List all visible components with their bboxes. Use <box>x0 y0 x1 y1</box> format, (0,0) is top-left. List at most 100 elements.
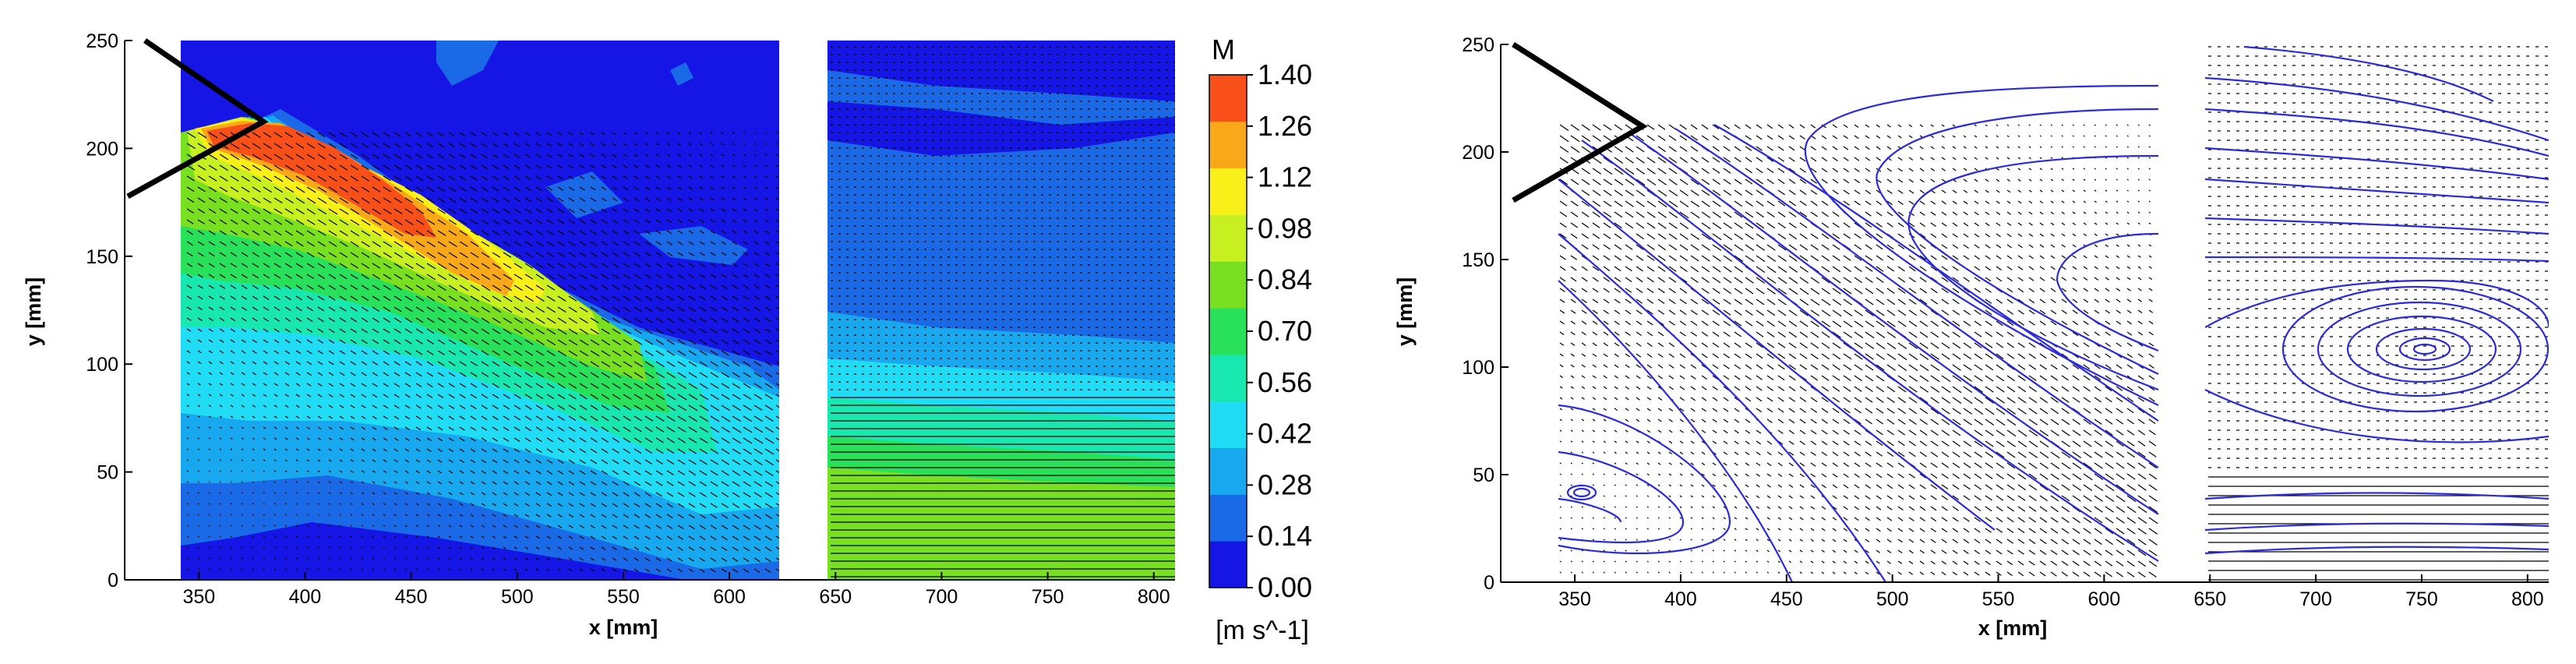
vortex-core <box>1572 487 1591 498</box>
colorbar-band <box>1209 401 1247 449</box>
streamline <box>1558 450 1685 544</box>
colorbar-tick-label: 0.00 <box>1258 571 1312 603</box>
streamline <box>2205 256 2549 263</box>
streamline <box>2205 178 2549 204</box>
y-tick-label: 50 <box>97 462 118 484</box>
colorbar-unit: [m s^-1] <box>1216 616 1309 645</box>
colorbar: 0.00 0.14 0.28 0.42 0.56 0.70 0.84 0.98 1.12 1.26… <box>1209 58 1312 603</box>
axis-ticks: 350 400 450 500 550 600 650 700 750 800 0 50 100 150 2… <box>1462 34 2543 610</box>
y-axis-label: y [mm] <box>22 277 45 347</box>
x-tick-label: 650 <box>819 586 852 608</box>
streamline <box>2205 147 2549 181</box>
contour-level-084 <box>827 468 1175 580</box>
vector-arrows <box>831 46 1175 577</box>
x-tick-label: 450 <box>1770 588 1803 610</box>
colorbar-tick-label: 0.42 <box>1258 418 1312 450</box>
streamline <box>1876 108 2159 375</box>
colorbar-tick-label: 0.14 <box>1258 520 1312 552</box>
streamline <box>2056 232 2159 352</box>
x-tick-label: 550 <box>607 586 640 608</box>
streamline <box>2205 279 2549 328</box>
streamline <box>1804 84 2159 406</box>
x-tick-label: 700 <box>2299 588 2332 610</box>
streamline <box>2205 389 2549 443</box>
colorbar-tick-label: 1.26 <box>1258 110 1312 142</box>
colorbar-band <box>1209 541 1247 588</box>
colorbar-title: M <box>1212 34 1235 65</box>
colorbar-tick-label: 0.70 <box>1258 315 1312 347</box>
x-tick-label: 800 <box>1138 586 1170 608</box>
y-tick-label: 50 <box>1473 464 1494 486</box>
colorbar-tick-label: 1.12 <box>1258 161 1312 193</box>
colorbar-tick-label: 0.56 <box>1258 366 1312 398</box>
contour-blob <box>545 171 623 218</box>
vector-field <box>2208 46 2549 581</box>
x-tick-label: 600 <box>2088 588 2121 610</box>
y-tick-label: 150 <box>1462 249 1494 271</box>
streamline <box>1558 280 1793 582</box>
wedge-outline <box>1512 42 1648 203</box>
contour-blob <box>670 62 693 86</box>
colorbar-tick-label: 0.98 <box>1258 212 1312 244</box>
x-tick-label: 350 <box>1558 588 1591 610</box>
streamline <box>1558 404 1731 555</box>
streamline <box>1907 154 2159 391</box>
x-tick-label: 750 <box>2405 588 2438 610</box>
colorbar-band <box>1209 168 1247 215</box>
streamline <box>1558 497 1622 523</box>
x-tick-label: 750 <box>1032 586 1064 608</box>
streamline <box>1628 132 2159 515</box>
streamline <box>2205 546 2549 555</box>
y-tick-label: 0 <box>108 570 118 592</box>
streamline <box>1558 178 1996 531</box>
colorbar-band <box>1209 447 1247 495</box>
colorbar-band <box>1209 75 1247 122</box>
streamline <box>2205 522 2549 532</box>
x-tick-label: 400 <box>289 586 322 608</box>
vector-arrows <box>2208 46 2549 581</box>
y-tick-label: 200 <box>86 138 118 160</box>
x-tick-label: 800 <box>2511 588 2544 610</box>
colorbar-band <box>1209 308 1247 355</box>
streamline-region-right <box>2205 45 2549 581</box>
vector-arrows <box>186 132 779 574</box>
colorbar-band <box>1209 214 1247 262</box>
y-tick-label: 200 <box>1462 142 1494 164</box>
x-tick-label: 650 <box>2193 588 2226 610</box>
x-tick-label: 400 <box>1664 588 1697 610</box>
y-tick-label: 100 <box>86 354 118 376</box>
vector-field <box>831 46 1175 577</box>
y-tick-label: 250 <box>86 30 118 52</box>
y-tick-label: 250 <box>1462 34 1494 56</box>
x-tick-label: 350 <box>182 586 215 608</box>
colorbar-tick-label: 0.84 <box>1258 263 1312 295</box>
streamline-region-left <box>1558 84 2159 582</box>
x-tick-label: 500 <box>501 586 534 608</box>
y-tick-label: 0 <box>1484 572 1494 594</box>
contour-region-right <box>827 41 1175 580</box>
wedge-outline <box>126 38 269 200</box>
y-axis-label: y [mm] <box>1393 277 1417 347</box>
x-tick-label: 600 <box>713 586 746 608</box>
contour-region-left <box>181 41 779 580</box>
colorbar-band <box>1209 494 1247 542</box>
streamline <box>2205 108 2549 157</box>
contour-blob <box>639 226 748 265</box>
streamline <box>1713 124 2159 422</box>
vector-field <box>186 132 779 574</box>
streamline <box>2243 45 2494 102</box>
contour-level-140 <box>206 123 436 238</box>
x-tick-label: 450 <box>395 586 428 608</box>
vortex-ring <box>2398 337 2451 362</box>
colorbar-band <box>1209 261 1247 309</box>
colorbar-tick-label: 0.28 <box>1258 468 1312 500</box>
y-tick-label: 150 <box>86 246 118 268</box>
vortex-ring <box>2375 327 2472 371</box>
vortex-core <box>1566 484 1597 501</box>
streamline <box>2205 76 2549 142</box>
contour-level-014 <box>827 70 1175 125</box>
streamlines <box>1558 84 2159 582</box>
streamlines <box>2205 45 2549 555</box>
x-axis-label: x [mm] <box>589 616 658 639</box>
